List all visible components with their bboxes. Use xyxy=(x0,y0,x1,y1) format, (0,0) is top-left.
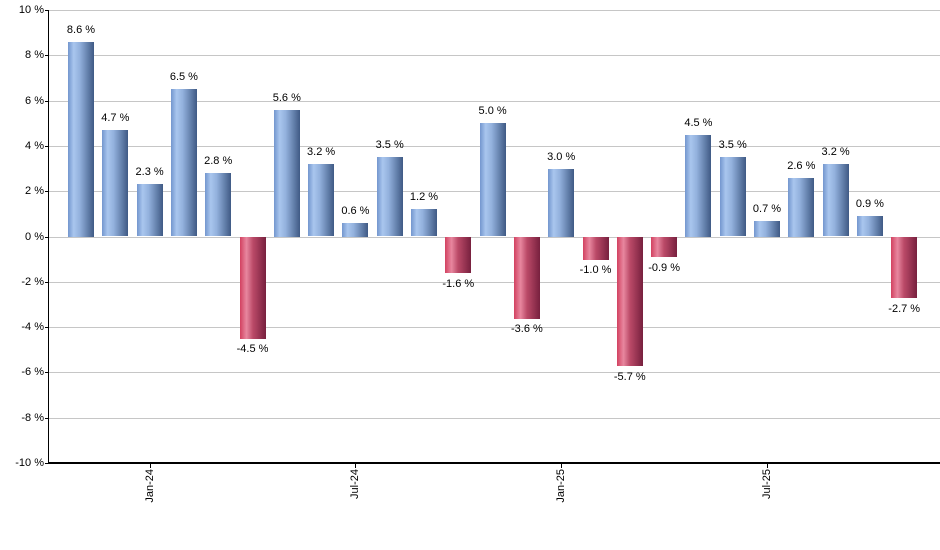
gridline xyxy=(49,101,940,102)
x-axis-tick-mark xyxy=(561,463,562,468)
bar-2-positive[interactable] xyxy=(102,130,128,236)
bar-value-label: -1.0 % xyxy=(579,264,612,276)
bar-value-label: 2.6 % xyxy=(787,160,816,172)
bar-value-label: 4.5 % xyxy=(684,117,713,129)
bar-3-positive[interactable] xyxy=(137,184,163,236)
gridline xyxy=(49,55,940,56)
gridline xyxy=(49,372,940,373)
y-axis-tick-label: 8 % xyxy=(25,49,44,61)
y-axis-tick-label: -8 % xyxy=(21,412,44,424)
bar-25-negative[interactable] xyxy=(891,237,917,298)
y-axis-tick-mark xyxy=(45,101,49,102)
bar-18-negative[interactable] xyxy=(651,237,677,257)
y-axis-tick-label: -10 % xyxy=(15,457,44,469)
gridline xyxy=(49,327,940,328)
x-axis-tick-mark xyxy=(767,463,768,468)
bar-value-label: -1.6 % xyxy=(442,278,475,290)
bar-value-label: -4.5 % xyxy=(236,343,269,355)
y-axis-tick-mark xyxy=(45,146,49,147)
bar-19-positive[interactable] xyxy=(685,135,711,237)
y-axis-tick-label: -6 % xyxy=(21,366,44,378)
y-axis-tick-mark xyxy=(45,418,49,419)
x-axis-tick-label: Jan-24 xyxy=(144,469,156,503)
bar-17-negative[interactable] xyxy=(617,237,643,366)
bar-value-label: 5.6 % xyxy=(272,92,301,104)
bar-13-positive[interactable] xyxy=(480,123,506,236)
x-axis-tick-mark xyxy=(150,463,151,468)
bar-value-label: 0.7 % xyxy=(752,203,782,215)
bar-12-negative[interactable] xyxy=(445,237,471,273)
bar-value-label: -0.9 % xyxy=(648,262,680,274)
bar-value-label: 5.0 % xyxy=(478,105,507,117)
bar-value-label: -5.7 % xyxy=(613,371,646,383)
y-axis-tick-label: 6 % xyxy=(25,95,44,107)
bar-value-label: 0.9 % xyxy=(855,198,884,210)
bar-11-positive[interactable] xyxy=(411,209,437,236)
bar-16-negative[interactable] xyxy=(583,237,609,260)
bar-1-positive[interactable] xyxy=(68,42,94,237)
y-axis-tick-label: -4 % xyxy=(21,321,44,333)
x-axis-tick-label: Jul-24 xyxy=(349,469,361,499)
bar-15-positive[interactable] xyxy=(548,169,574,237)
bar-value-label: 4.7 % xyxy=(101,112,130,124)
bar-value-label: 0.6 % xyxy=(341,205,370,217)
bar-value-label: 2.8 % xyxy=(204,155,233,167)
y-axis-tick-mark xyxy=(45,10,49,11)
bar-value-label: 3.5 % xyxy=(375,139,404,151)
bar-value-label: 3.2 % xyxy=(307,146,336,158)
y-axis-tick-label: -2 % xyxy=(21,276,44,288)
bar-7-positive[interactable] xyxy=(274,110,300,237)
y-axis-tick-mark xyxy=(45,191,49,192)
y-axis-tick-mark xyxy=(45,237,49,238)
x-axis-tick-label: Jul-25 xyxy=(761,469,773,499)
bar-value-label: 3.5 % xyxy=(718,139,747,151)
bar-8-positive[interactable] xyxy=(308,164,334,236)
y-axis-tick-label: 2 % xyxy=(25,185,44,197)
x-axis-tick-mark xyxy=(355,463,356,468)
bar-14-negative[interactable] xyxy=(514,237,540,319)
x-axis-line xyxy=(48,462,940,464)
bar-21-positive[interactable] xyxy=(754,221,780,237)
gridline xyxy=(49,237,940,238)
y-axis-tick-label: 0 % xyxy=(25,231,44,243)
gridline xyxy=(49,418,940,419)
bar-23-positive[interactable] xyxy=(823,164,849,236)
y-axis-line xyxy=(48,10,49,464)
bar-value-label: 2.3 % xyxy=(135,166,164,178)
bar-22-positive[interactable] xyxy=(788,178,814,237)
bar-value-label: 3.0 % xyxy=(547,151,576,163)
bar-value-label: 6.5 % xyxy=(169,71,198,83)
bar-value-label: 1.2 % xyxy=(409,191,439,203)
bar-value-label: 8.6 % xyxy=(66,24,96,36)
x-axis-tick-label: Jan-25 xyxy=(555,469,567,503)
bar-6-negative[interactable] xyxy=(240,237,266,339)
gridline xyxy=(49,282,940,283)
y-axis-tick-mark xyxy=(45,372,49,373)
y-axis-tick-label: 10 % xyxy=(18,4,44,16)
y-axis-tick-mark xyxy=(45,327,49,328)
y-axis-tick-mark xyxy=(45,55,49,56)
bar-5-positive[interactable] xyxy=(205,173,231,236)
bar-9-positive[interactable] xyxy=(342,223,368,237)
bar-24-positive[interactable] xyxy=(857,216,883,236)
bar-10-positive[interactable] xyxy=(377,157,403,236)
gridline xyxy=(49,10,940,11)
bar-20-positive[interactable] xyxy=(720,157,746,236)
y-axis-tick-mark xyxy=(45,463,49,464)
y-axis-tick-label: 4 % xyxy=(25,140,44,152)
bar-4-positive[interactable] xyxy=(171,89,197,236)
bar-value-label: -2.7 % xyxy=(888,303,921,315)
bar-value-label: 3.2 % xyxy=(821,146,850,158)
bar-value-label: -3.6 % xyxy=(510,323,543,335)
y-axis-tick-mark xyxy=(45,282,49,283)
